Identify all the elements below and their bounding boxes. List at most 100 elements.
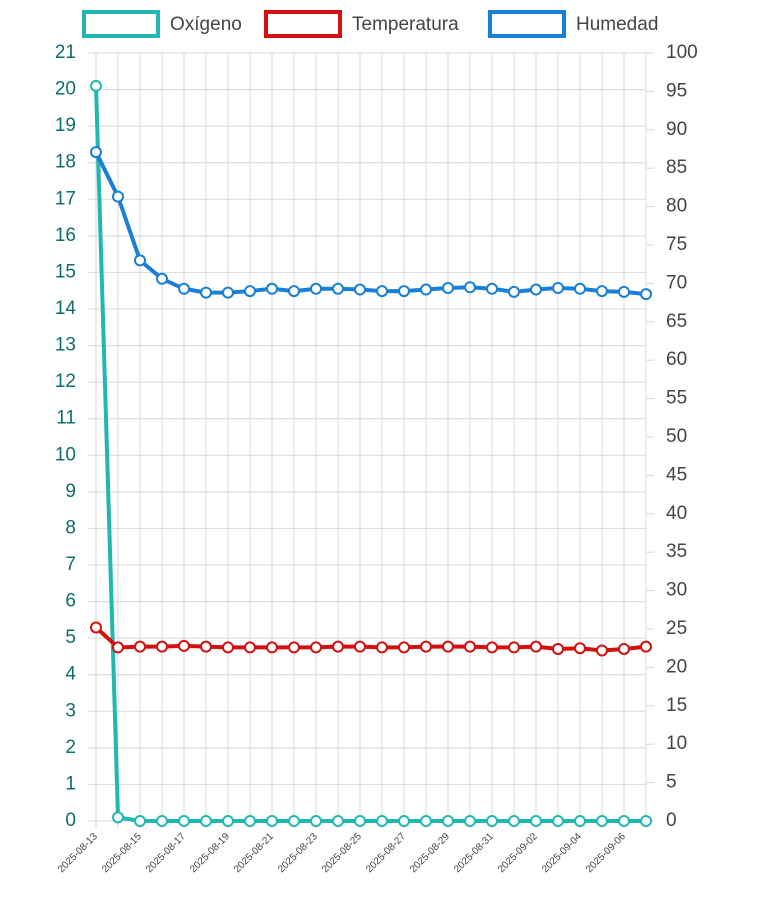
point	[222, 286, 234, 299]
y-tick-label: 1	[65, 773, 76, 794]
legend-swatch	[488, 10, 566, 38]
point	[464, 281, 476, 294]
point	[288, 815, 300, 827]
x-tick-label: 2025-08-17	[144, 831, 188, 875]
point	[354, 283, 366, 296]
x-tick-label: 2025-08-31	[452, 831, 496, 875]
y-tick-label: 18	[55, 152, 76, 173]
point	[156, 815, 168, 827]
point	[244, 815, 256, 827]
point	[618, 642, 630, 655]
x-tick-label: 2025-08-25	[320, 831, 364, 875]
point	[156, 640, 168, 653]
point	[332, 282, 344, 295]
point	[640, 640, 652, 653]
point	[574, 642, 586, 655]
point	[420, 283, 432, 296]
y-tick-label: 13	[55, 335, 76, 356]
point	[266, 641, 278, 654]
point	[442, 282, 454, 295]
x-tick-label: 2025-08-21	[232, 831, 276, 875]
point	[244, 641, 256, 654]
point	[332, 815, 344, 827]
point	[464, 640, 476, 653]
point	[288, 641, 300, 654]
series-line	[94, 85, 646, 823]
y-tick-label: 14	[55, 298, 77, 319]
legend-swatch	[82, 10, 160, 38]
y-tick-label: 17	[55, 188, 76, 209]
point	[90, 146, 102, 159]
y-tick-label: 19	[55, 115, 76, 136]
legend-swatch	[264, 10, 342, 38]
point	[310, 641, 322, 654]
point	[398, 285, 410, 298]
point	[354, 815, 366, 827]
point	[222, 641, 234, 654]
y2-tick-label: 50	[666, 426, 687, 447]
point	[442, 640, 454, 653]
legend-label: Humedad	[576, 14, 658, 35]
point	[596, 815, 608, 827]
point	[420, 815, 432, 827]
point	[134, 640, 146, 653]
point	[90, 621, 102, 634]
y-tick-label: 2	[65, 737, 76, 758]
y-tick-label: 4	[65, 664, 76, 685]
point	[310, 815, 322, 827]
y2-tick-label: 80	[666, 196, 687, 217]
y2-tick-label: 95	[666, 80, 687, 101]
point	[200, 286, 212, 299]
point	[178, 282, 190, 295]
y-tick-label: 11	[56, 408, 76, 429]
point	[442, 815, 454, 827]
y2-tick-label: 75	[666, 234, 687, 255]
point	[200, 640, 212, 653]
y2-tick-label: 45	[666, 464, 687, 485]
point	[112, 811, 124, 824]
y2-tick-label: 60	[666, 349, 687, 370]
x-tick-label: 2025-09-02	[496, 831, 540, 875]
point	[354, 640, 366, 653]
y2-tick-label: 85	[666, 157, 687, 178]
point	[486, 815, 498, 827]
y-tick-label: 21	[55, 42, 76, 63]
point	[266, 282, 278, 295]
point	[530, 815, 542, 827]
point	[376, 641, 388, 654]
point	[288, 285, 300, 298]
y-tick-label: 16	[55, 225, 76, 246]
point	[640, 815, 652, 827]
point	[156, 272, 168, 285]
x-tick-label: 2025-08-19	[188, 831, 232, 875]
x-tick-label: 2025-08-23	[276, 831, 320, 875]
point	[222, 815, 234, 827]
y2-tick-label: 25	[666, 618, 687, 639]
legend-label: Temperatura	[352, 14, 459, 35]
point	[134, 815, 146, 827]
point	[112, 190, 124, 203]
y-tick-label: 3	[65, 700, 76, 721]
y2-tick-label: 70	[666, 272, 687, 293]
point	[618, 285, 630, 298]
point	[508, 285, 520, 298]
point	[178, 815, 190, 827]
point	[90, 79, 102, 92]
y-tick-label: 6	[65, 591, 76, 612]
y-tick-label: 8	[65, 517, 76, 538]
point	[112, 641, 124, 654]
y2-tick-label: 30	[666, 580, 687, 601]
y-tick-label: 7	[65, 554, 76, 575]
y-tick-label: 12	[55, 371, 76, 392]
point	[266, 815, 278, 827]
x-tick-label: 2025-09-06	[584, 831, 628, 875]
y2-tick-label: 10	[666, 733, 687, 754]
x-tick-label: 2025-08-27	[364, 831, 408, 875]
point	[596, 644, 608, 657]
y2-tick-label: 5	[666, 772, 677, 793]
point	[640, 288, 652, 301]
y2-tick-label: 40	[666, 503, 687, 524]
y-tick-label: 15	[55, 261, 76, 282]
y2-tick-label: 35	[666, 541, 687, 562]
